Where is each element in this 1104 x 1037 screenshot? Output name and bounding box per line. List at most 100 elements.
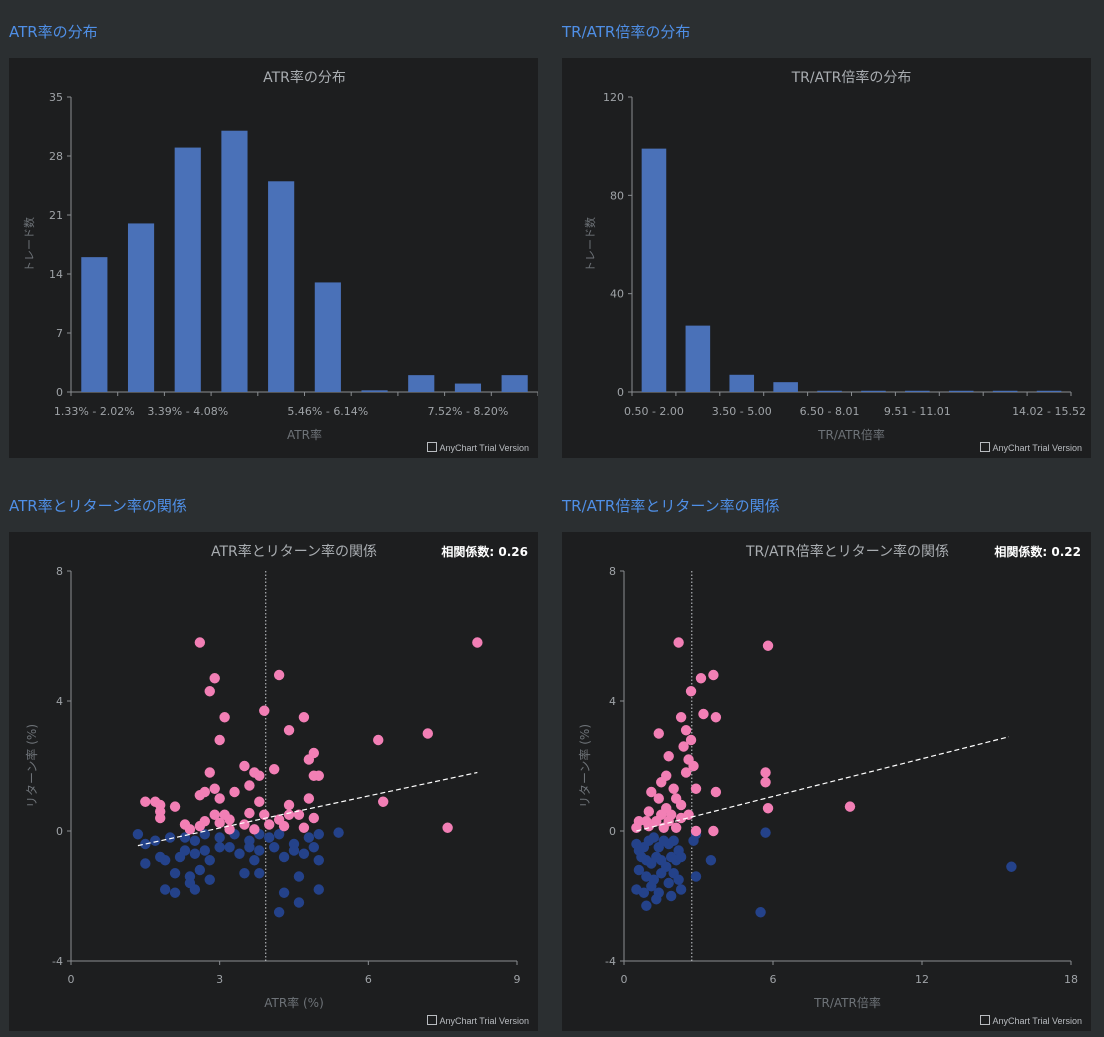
- negative-point: [199, 845, 210, 856]
- positive-point: [688, 760, 699, 772]
- negative-point: [189, 848, 201, 859]
- tr-atr-histogram-panel: TR/ATR倍率の分布 0 40 80 120 トレード数 0.50 - 2.00 3.50 …: [562, 58, 1091, 458]
- negative-point: [264, 832, 275, 843]
- bar: [992, 390, 1018, 392]
- bar: [685, 325, 711, 392]
- chart-icon: [427, 442, 438, 452]
- negative-point: [249, 855, 260, 866]
- x-axis-label: TR/ATR倍率: [813, 995, 881, 1010]
- section-title-atr-return[interactable]: ATR率とリターン率の関係: [9, 497, 187, 515]
- positive-point: [760, 777, 771, 788]
- positive-point: [690, 783, 702, 794]
- atr-return-scatter-chart[interactable]: ATR率とリターン率の関係 -4 0 4 8 0 3 6 9 リターン率 (%) ATR率 (%): [9, 532, 538, 1031]
- negative-point: [132, 829, 144, 840]
- negative-point: [663, 877, 674, 889]
- section-title-tr-atr-distribution[interactable]: TR/ATR倍率の分布: [562, 23, 691, 41]
- positive-point: [204, 686, 215, 697]
- positive-point: [685, 686, 697, 697]
- negative-point: [159, 884, 171, 895]
- x-tick-label: 9: [514, 973, 521, 986]
- atr-return-scatter-panel: ATR率とリターン率の関係 -4 0 4 8 0 3 6 9 リターン率 (%) ATR率 (%) …: [9, 532, 538, 1031]
- negative-point: [268, 842, 280, 853]
- negative-point: [673, 874, 684, 885]
- trial-label: AnyChart Trial Version: [992, 443, 1082, 453]
- bar: [641, 148, 667, 392]
- positive-point: [698, 708, 709, 720]
- positive-point: [710, 786, 722, 798]
- x-axis-label: TR/ATR倍率: [817, 427, 885, 442]
- atr-histogram-chart[interactable]: ATR率の分布 0 7 14 21 28 35 トレード数 1.33% - 2.02% 3.39%…: [9, 58, 538, 458]
- positive-point: [442, 822, 453, 833]
- negative-point: [1006, 861, 1017, 872]
- negative-point: [239, 868, 250, 879]
- positive-point: [653, 793, 664, 804]
- section-title-tr-atr-return[interactable]: TR/ATR倍率とリターン率の関係: [562, 497, 780, 515]
- positive-point: [249, 824, 260, 835]
- bar: [314, 282, 341, 392]
- positive-point: [308, 812, 320, 824]
- correlation-label: 相関係数: 0.26: [441, 545, 528, 559]
- x-tick-label: 0: [68, 973, 75, 986]
- x-tick-label: 6: [770, 973, 777, 986]
- negative-point: [675, 851, 687, 863]
- chart-icon: [980, 442, 991, 452]
- negative-point: [189, 835, 201, 846]
- positive-point: [668, 783, 679, 794]
- positive-point: [680, 725, 692, 736]
- trend-line: [137, 771, 478, 847]
- positive-point: [283, 725, 295, 736]
- negative-point: [646, 881, 657, 892]
- trial-label: AnyChart Trial Version: [992, 1016, 1082, 1026]
- bar: [221, 130, 248, 392]
- positive-point: [293, 809, 305, 820]
- positive-point: [690, 825, 702, 837]
- positive-point: [239, 819, 250, 830]
- negative-point: [675, 884, 687, 895]
- x-tick-label: 5.46% - 6.14%: [287, 405, 368, 418]
- trial-watermark[interactable]: AnyChart Trial Version: [427, 1015, 529, 1026]
- chart-title: TR/ATR倍率とリターン率の関係: [745, 543, 949, 560]
- bar: [361, 390, 388, 392]
- negative-point: [159, 855, 171, 866]
- trial-watermark[interactable]: AnyChart Trial Version: [427, 442, 529, 453]
- positive-point: [708, 825, 719, 837]
- negative-point: [189, 884, 201, 895]
- negative-point: [254, 845, 265, 856]
- tr-atr-histogram-chart[interactable]: TR/ATR倍率の分布 0 40 80 120 トレード数 0.50 - 2.00 3.50 …: [562, 58, 1091, 458]
- trend-line: [636, 736, 1010, 832]
- x-tick-label: 12: [915, 973, 929, 986]
- trial-watermark[interactable]: AnyChart Trial Version: [980, 442, 1082, 453]
- x-tick-label: 14.02 - 15.52: [1012, 405, 1086, 418]
- positive-point: [643, 806, 655, 817]
- positive-point: [708, 669, 719, 681]
- y-axis-label: リターン率 (%): [577, 724, 592, 808]
- negative-point: [278, 851, 290, 863]
- bar: [454, 383, 482, 392]
- y-tick-label: 14: [49, 268, 63, 281]
- negative-point: [755, 907, 766, 918]
- y-tick-label: 7: [56, 327, 63, 340]
- negative-point: [690, 871, 702, 882]
- negative-point: [308, 842, 320, 853]
- negative-point: [169, 887, 181, 898]
- positive-point: [214, 817, 225, 829]
- bar: [861, 390, 886, 392]
- negative-point: [665, 890, 677, 902]
- positive-point: [653, 728, 664, 739]
- negative-point: [204, 855, 215, 866]
- y-tick-label: 0: [609, 825, 616, 838]
- positive-point: [710, 712, 722, 723]
- positive-point: [283, 799, 295, 811]
- negative-point: [648, 832, 659, 843]
- negative-point: [224, 842, 235, 853]
- negative-point: [638, 887, 650, 898]
- trial-watermark[interactable]: AnyChart Trial Version: [980, 1015, 1082, 1026]
- negative-point: [293, 871, 305, 882]
- negative-point: [140, 858, 151, 869]
- tr-atr-return-scatter-chart[interactable]: TR/ATR倍率とリターン率の関係 -4 0 4 8 0 6 12 18 リターン率 (%) TR/…: [562, 532, 1091, 1031]
- negative-point: [651, 894, 662, 905]
- x-tick-label: 0: [621, 973, 628, 986]
- positive-point: [273, 669, 285, 681]
- section-title-atr-distribution[interactable]: ATR率の分布: [9, 23, 98, 41]
- negative-point: [273, 907, 285, 918]
